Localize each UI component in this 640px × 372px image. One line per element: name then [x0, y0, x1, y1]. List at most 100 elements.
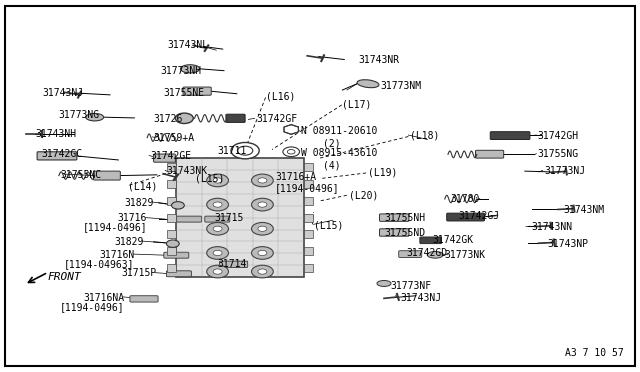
Polygon shape — [284, 125, 298, 134]
Circle shape — [283, 147, 300, 157]
Text: 31755NE: 31755NE — [164, 88, 205, 98]
Text: (L15): (L15) — [314, 220, 343, 230]
Text: 31716+A: 31716+A — [275, 172, 316, 182]
Circle shape — [207, 174, 228, 187]
Circle shape — [231, 142, 259, 159]
Text: 31829: 31829 — [124, 198, 154, 208]
Circle shape — [258, 178, 267, 183]
FancyBboxPatch shape — [380, 214, 409, 221]
FancyBboxPatch shape — [476, 150, 504, 158]
Circle shape — [252, 265, 273, 278]
Circle shape — [252, 174, 273, 187]
Circle shape — [213, 250, 222, 256]
Circle shape — [172, 202, 184, 209]
Text: 31742GE: 31742GE — [150, 151, 191, 161]
Text: (2): (2) — [323, 138, 341, 148]
Ellipse shape — [180, 65, 200, 73]
Text: 31716: 31716 — [118, 213, 147, 222]
Text: 31716N: 31716N — [99, 250, 134, 260]
Text: W 08915-43610: W 08915-43610 — [301, 148, 377, 158]
Circle shape — [207, 247, 228, 259]
Bar — [167, 264, 176, 272]
Circle shape — [213, 226, 222, 231]
Circle shape — [258, 250, 267, 256]
Text: 31780: 31780 — [451, 194, 480, 204]
Bar — [176, 158, 304, 277]
Text: 31742GH: 31742GH — [538, 131, 579, 141]
Circle shape — [252, 222, 273, 235]
Bar — [304, 230, 313, 238]
FancyBboxPatch shape — [447, 213, 484, 221]
Text: 31773NJ: 31773NJ — [544, 166, 585, 176]
Bar — [304, 163, 313, 171]
Text: (L15): (L15) — [195, 174, 225, 183]
Bar — [167, 214, 176, 222]
Text: 31716NA: 31716NA — [84, 293, 125, 302]
Text: (L18): (L18) — [410, 131, 439, 141]
Text: A3 7 10 57: A3 7 10 57 — [565, 348, 624, 358]
Circle shape — [258, 269, 267, 274]
Text: 31743NM: 31743NM — [563, 205, 604, 215]
Text: 31715: 31715 — [214, 213, 244, 222]
Circle shape — [175, 113, 193, 124]
Text: (L19): (L19) — [368, 168, 397, 178]
Bar — [304, 214, 313, 222]
FancyBboxPatch shape — [226, 114, 245, 122]
Circle shape — [207, 198, 228, 211]
Circle shape — [213, 269, 222, 274]
Ellipse shape — [428, 251, 444, 258]
Text: 31829: 31829 — [115, 237, 144, 247]
Text: 31743NL: 31743NL — [167, 40, 208, 49]
Text: 31715P: 31715P — [122, 269, 157, 278]
Text: 31755NC: 31755NC — [61, 170, 102, 180]
FancyBboxPatch shape — [154, 154, 175, 162]
Circle shape — [207, 265, 228, 278]
Text: (L14): (L14) — [128, 181, 157, 191]
Text: 31742GJ: 31742GJ — [458, 211, 499, 221]
Circle shape — [252, 198, 273, 211]
Text: [1194-04963]: [1194-04963] — [64, 259, 134, 269]
Text: 31711: 31711 — [217, 146, 246, 155]
Text: 31755NH: 31755NH — [384, 213, 425, 222]
Circle shape — [287, 150, 295, 154]
Circle shape — [252, 247, 273, 259]
Text: 31742GC: 31742GC — [42, 150, 83, 159]
Text: 31743NR: 31743NR — [358, 55, 399, 64]
FancyBboxPatch shape — [177, 216, 202, 222]
Text: 31773NH: 31773NH — [161, 66, 202, 76]
Text: 31773NF: 31773NF — [390, 282, 431, 291]
Text: [1194-0496]: [1194-0496] — [83, 222, 147, 232]
Text: (L20): (L20) — [349, 190, 378, 200]
Text: FRONT: FRONT — [48, 272, 82, 282]
Text: 31742GK: 31742GK — [432, 235, 473, 245]
Text: 31773NM: 31773NM — [381, 81, 422, 90]
Text: (L16): (L16) — [266, 92, 295, 102]
Text: 31743NK: 31743NK — [166, 166, 207, 176]
Circle shape — [258, 226, 267, 231]
Text: 31726: 31726 — [153, 114, 182, 124]
Text: N 08911-20610: N 08911-20610 — [301, 126, 377, 136]
Bar — [167, 230, 176, 238]
FancyBboxPatch shape — [399, 251, 422, 257]
Text: 31714: 31714 — [217, 259, 246, 269]
FancyBboxPatch shape — [164, 252, 189, 258]
Text: 31755ND: 31755ND — [384, 228, 425, 237]
FancyBboxPatch shape — [490, 132, 530, 140]
FancyBboxPatch shape — [130, 296, 158, 302]
Circle shape — [207, 222, 228, 235]
FancyBboxPatch shape — [93, 171, 120, 180]
Text: 31742GD: 31742GD — [406, 248, 447, 258]
Ellipse shape — [357, 80, 379, 88]
Circle shape — [166, 240, 179, 247]
Text: 31773NK: 31773NK — [445, 250, 486, 260]
Text: [1194-0496]: [1194-0496] — [60, 302, 125, 312]
Text: [1194-0496]: [1194-0496] — [275, 183, 340, 193]
FancyBboxPatch shape — [380, 229, 409, 236]
Text: 31742GF: 31742GF — [256, 114, 297, 124]
Text: 31743NH: 31743NH — [35, 129, 76, 139]
Text: 31743NJ: 31743NJ — [42, 88, 83, 98]
FancyBboxPatch shape — [420, 237, 442, 244]
Text: (L17): (L17) — [342, 99, 372, 109]
FancyBboxPatch shape — [183, 87, 211, 95]
Ellipse shape — [86, 113, 104, 121]
